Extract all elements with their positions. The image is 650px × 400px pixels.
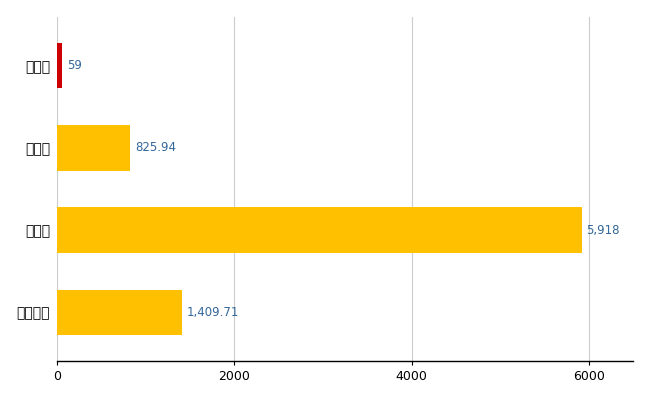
Text: 1,409.71: 1,409.71 (187, 306, 239, 318)
Text: 5,918: 5,918 (586, 224, 619, 236)
Bar (57, 290, 182, 335)
Text: 825.94: 825.94 (135, 142, 176, 154)
Text: 59: 59 (67, 60, 82, 72)
Bar (57, 125, 131, 170)
Bar (57, 43, 62, 88)
Bar (57, 208, 582, 252)
